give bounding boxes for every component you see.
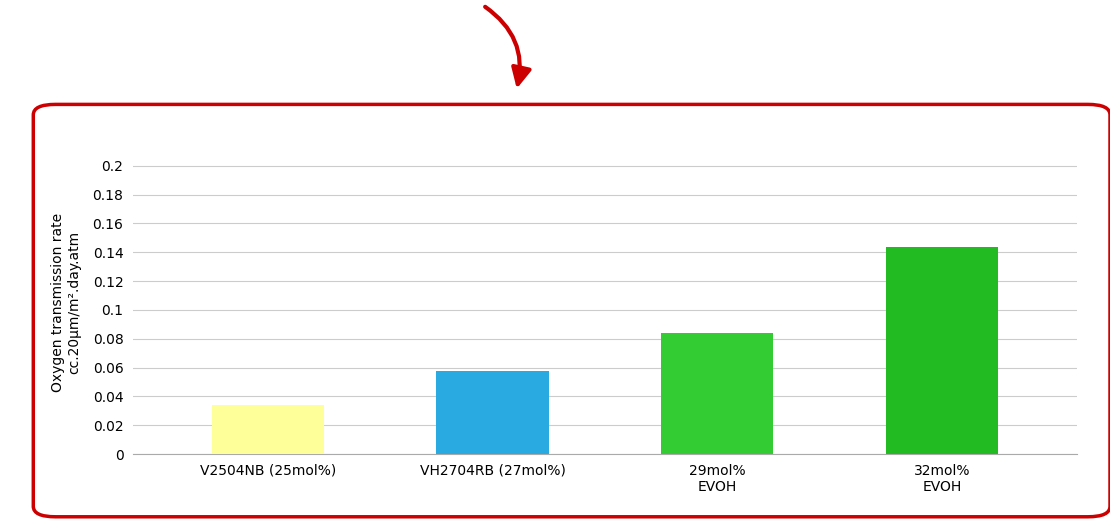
Bar — [886, 246, 998, 454]
Bar — [662, 333, 774, 454]
Y-axis label: Oxygen transmission rate
cc.20μm/m².day.atm: Oxygen transmission rate cc.20μm/m².day.… — [51, 213, 81, 393]
Bar — [436, 371, 548, 454]
Bar — [212, 405, 324, 454]
